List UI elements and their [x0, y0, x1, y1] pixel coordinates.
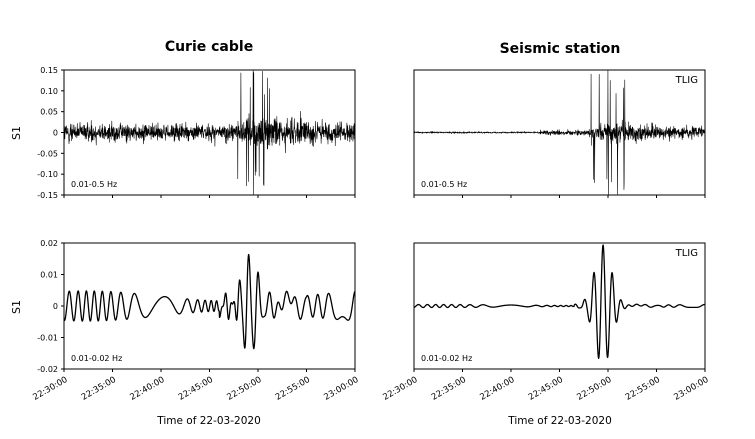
x-tick-label: 22:35:00: [430, 375, 468, 403]
x-tick-label: 22:55:00: [274, 375, 312, 403]
station-label: TLIG: [675, 75, 698, 86]
xlabel-left: Time of 22-03-2020: [156, 415, 261, 427]
panel-station-broadband: 0.01-0.5 Hz TLIG: [413, 69, 706, 198]
y-tick-label: -0.05: [37, 149, 58, 158]
title-curie-cable: Curie cable: [165, 39, 253, 55]
x-tick-label: 22:40:00: [478, 375, 516, 403]
y-tick-label: 0.01: [40, 271, 58, 280]
x-tick-label: 22:40:00: [128, 375, 166, 403]
x-tick-label: 23:00:00: [672, 375, 710, 403]
y-tick-label: -0.15: [37, 191, 58, 200]
y-tick-label: 0: [53, 302, 58, 311]
trace-line: [63, 69, 356, 196]
xlabel-right: Time of 22-03-2020: [507, 415, 612, 427]
x-tick-label: 22:55:00: [624, 375, 662, 403]
trace-line: [63, 253, 356, 350]
y-tick-label: 0.15: [40, 66, 58, 75]
y-tick-label: 0.05: [40, 108, 58, 117]
x-tick-label: 22:30:00: [381, 375, 419, 403]
station-label: TLIG: [675, 248, 698, 259]
ylabel-top: S1: [10, 126, 23, 140]
y-tick-label: -0.10: [37, 170, 58, 179]
title-seismic-station: Seismic station: [500, 41, 621, 57]
filter-label: 0.01-0.02 Hz: [421, 354, 472, 363]
x-tick-label: 22:45:00: [177, 375, 215, 403]
ylabel-bottom: S1: [10, 300, 23, 314]
y-tick-label: 0.02: [40, 239, 58, 248]
trace-line: [413, 69, 706, 196]
x-tick-label: 22:30:00: [31, 375, 69, 403]
x-tick-label: 22:50:00: [575, 375, 613, 403]
filter-label: 0.01-0.02 Hz: [71, 354, 122, 363]
y-tick-label: -0.02: [37, 365, 58, 374]
y-tick-label: 0: [53, 129, 58, 138]
y-tick-label: 0.10: [40, 87, 58, 96]
x-tick-label: 22:45:00: [527, 375, 565, 403]
x-tick-label: 22:50:00: [225, 375, 263, 403]
y-tick-label: -0.01: [37, 334, 58, 343]
x-tick-label: 22:35:00: [80, 375, 118, 403]
filter-label: 0.01-0.5 Hz: [71, 180, 117, 189]
panel-station-lowfreq: 22:30:00 22:35:00 22:40:00 22:45:00 22:50:00…: [381, 242, 711, 403]
filter-label: 0.01-0.5 Hz: [421, 180, 467, 189]
trace-line: [413, 244, 706, 360]
x-tick-label: 23:00:00: [322, 375, 360, 403]
panel-curie-broadband: 0.15 0.10 0.05 0 -0.05 -0.10 -0.15 0.01-0.5 Hz: [37, 66, 356, 200]
